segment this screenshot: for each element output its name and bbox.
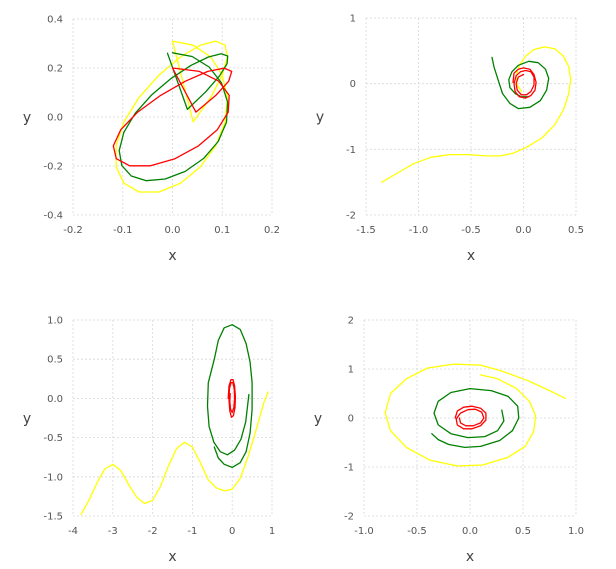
x-tick-label: 0.5 — [568, 225, 584, 236]
x-tick-label: -1.5 — [356, 225, 376, 236]
series-line-2 — [227, 378, 237, 418]
y-tick-label: -0.4 — [43, 211, 63, 222]
series-line-2 — [112, 67, 233, 167]
x-tick-label: -0.5 — [407, 526, 427, 537]
x-tick-label: -3 — [108, 526, 118, 537]
y-tick-label: 0 — [348, 414, 354, 425]
x-tick-label: 0.0 — [165, 225, 181, 236]
series-line-2 — [454, 405, 487, 430]
y-tick-label: 2 — [348, 316, 354, 327]
x-axis-label: x — [168, 248, 176, 264]
y-tick-label: -1.0 — [43, 472, 63, 483]
subplot-top-left: -0.2 -0.1 0.0 0.1 0.2-0.4-0.20.00.20.4xy — [23, 15, 280, 265]
x-tick-label: -0.5 — [461, 225, 481, 236]
y-tick-label: 0.4 — [47, 15, 63, 26]
subplot-top-right: -1.5 -1.0 -0.5 0.0 0.5 -2 -1 0 1 x y — [316, 14, 584, 265]
y-tick-label: 0.0 — [47, 394, 63, 405]
series-line-2 — [512, 67, 537, 99]
x-axis-label: x — [466, 549, 474, 565]
x-axis-label: x — [467, 248, 475, 264]
x-tick-label: -1 — [187, 526, 197, 537]
x-tick-label: -4 — [68, 526, 78, 537]
y-tick-label: 0 — [350, 79, 356, 90]
x-tick-label: 0.2 — [264, 225, 280, 236]
y-tick-label: 0.0 — [47, 113, 63, 124]
subplot-bottom-left: -4 -3 -2 -1 0 1 -1.5 -1.0 -0.5 0.0 0.5 1.0 x y — [23, 316, 275, 566]
y-axis-label: y — [23, 411, 31, 427]
series-group — [80, 324, 269, 516]
series-group — [384, 363, 567, 467]
x-tick-label: 0.0 — [516, 225, 532, 236]
y-axis-label: y — [23, 110, 31, 126]
series-line-0 — [80, 391, 269, 516]
series-group — [112, 40, 233, 193]
x-tick-label: -1.0 — [409, 225, 429, 236]
x-tick-label: 1 — [269, 526, 275, 537]
y-tick-label: 0.5 — [47, 355, 63, 366]
series-line-1 — [206, 324, 253, 469]
x-tick-label: 1.0 — [568, 526, 584, 537]
series-group — [381, 46, 572, 183]
x-tick-label: -2 — [148, 526, 158, 537]
y-tick-label: -2 — [344, 512, 354, 523]
series-line-1 — [431, 387, 520, 449]
series-line-0 — [381, 46, 572, 183]
y-axis-label: y — [314, 411, 322, 427]
x-tick-label: -0.1 — [113, 225, 133, 236]
x-tick-label: 0.1 — [214, 225, 230, 236]
subplot-bottom-right: -1.0 -0.5 0.0 0.5 1.0 -2 -1 0 1 2 x y — [314, 316, 584, 566]
y-tick-label: 1.0 — [47, 316, 63, 327]
series-line-1 — [118, 52, 229, 182]
x-tick-label: 0.5 — [515, 526, 531, 537]
y-tick-label: -2 — [346, 211, 356, 222]
y-tick-label: 1 — [348, 365, 354, 376]
x-tick-label: 0.0 — [462, 526, 478, 537]
y-tick-label: -1 — [344, 463, 354, 474]
y-axis-label: y — [316, 110, 324, 126]
x-tick-label: 0 — [229, 526, 235, 537]
y-tick-label: -1 — [346, 145, 356, 156]
y-tick-label: -0.5 — [43, 433, 63, 444]
x-tick-label: -1.0 — [354, 526, 374, 537]
x-axis-label: x — [168, 549, 176, 565]
y-tick-label: 0.2 — [47, 64, 63, 75]
y-tick-label: 1 — [350, 14, 356, 25]
series-line-0 — [384, 363, 567, 467]
x-tick-label: -0.2 — [63, 225, 83, 236]
y-tick-label: -1.5 — [43, 512, 63, 523]
y-tick-label: -0.2 — [43, 162, 63, 173]
series-line-1 — [491, 56, 550, 110]
